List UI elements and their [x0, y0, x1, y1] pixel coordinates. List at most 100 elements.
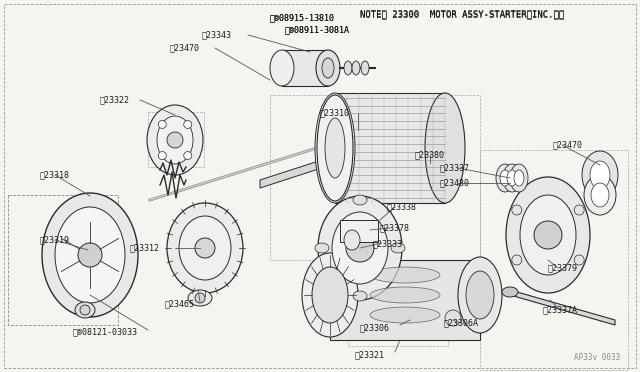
- Circle shape: [195, 238, 215, 258]
- Text: ※23378: ※23378: [380, 224, 410, 232]
- Text: ※23319: ※23319: [40, 235, 70, 244]
- Ellipse shape: [315, 93, 355, 203]
- Ellipse shape: [42, 193, 138, 317]
- Ellipse shape: [315, 243, 329, 253]
- Text: ※23470: ※23470: [553, 141, 583, 150]
- Text: ※23338: ※23338: [387, 202, 417, 212]
- Ellipse shape: [391, 243, 405, 253]
- Circle shape: [158, 151, 166, 160]
- Ellipse shape: [496, 164, 514, 192]
- Text: ※23306A: ※23306A: [444, 318, 479, 327]
- Polygon shape: [282, 50, 328, 86]
- Ellipse shape: [353, 291, 367, 301]
- Circle shape: [80, 305, 90, 315]
- Ellipse shape: [425, 93, 465, 203]
- Ellipse shape: [188, 290, 212, 306]
- Circle shape: [574, 205, 584, 215]
- Circle shape: [158, 121, 166, 128]
- Circle shape: [534, 221, 562, 249]
- Text: ※23321: ※23321: [355, 350, 385, 359]
- Bar: [480, 150, 628, 370]
- Text: ※23343: ※23343: [202, 31, 232, 39]
- Bar: [340, 220, 378, 242]
- Text: ※23306: ※23306: [360, 324, 390, 333]
- Ellipse shape: [361, 61, 369, 75]
- Ellipse shape: [466, 271, 494, 319]
- Text: ※23379: ※23379: [548, 263, 578, 273]
- Text: ※®08915-13810: ※®08915-13810: [270, 13, 335, 22]
- Ellipse shape: [344, 230, 360, 250]
- Text: ※23480: ※23480: [440, 179, 470, 187]
- Ellipse shape: [318, 196, 402, 300]
- Ellipse shape: [344, 61, 352, 75]
- Ellipse shape: [157, 116, 193, 164]
- Ellipse shape: [353, 195, 367, 205]
- Ellipse shape: [514, 170, 524, 186]
- Circle shape: [574, 255, 584, 265]
- Ellipse shape: [584, 175, 616, 215]
- Ellipse shape: [458, 257, 502, 333]
- Ellipse shape: [55, 207, 125, 303]
- Circle shape: [184, 151, 192, 160]
- Text: ※23337A: ※23337A: [543, 305, 578, 314]
- Ellipse shape: [167, 203, 243, 293]
- Polygon shape: [510, 290, 615, 325]
- Ellipse shape: [591, 183, 609, 207]
- Ellipse shape: [582, 151, 618, 199]
- Text: ※23310: ※23310: [320, 109, 350, 118]
- Text: ※23333: ※23333: [373, 240, 403, 248]
- Polygon shape: [260, 120, 445, 188]
- Text: NOTE、 23300  MOTOR ASSY-STARTER（INC.※）: NOTE、 23300 MOTOR ASSY-STARTER（INC.※）: [360, 10, 564, 19]
- Text: ※23380: ※23380: [415, 151, 445, 160]
- Ellipse shape: [352, 61, 360, 75]
- Circle shape: [512, 205, 522, 215]
- Ellipse shape: [370, 287, 440, 303]
- Ellipse shape: [370, 307, 440, 323]
- Circle shape: [195, 293, 205, 303]
- Ellipse shape: [316, 50, 340, 86]
- Ellipse shape: [500, 170, 510, 186]
- Ellipse shape: [147, 105, 203, 175]
- Ellipse shape: [370, 267, 440, 283]
- Circle shape: [78, 243, 102, 267]
- Ellipse shape: [510, 164, 528, 192]
- Ellipse shape: [302, 253, 358, 337]
- Text: AP33v 0033: AP33v 0033: [573, 353, 620, 362]
- Bar: [148, 112, 204, 167]
- Ellipse shape: [317, 95, 353, 201]
- Ellipse shape: [332, 212, 388, 284]
- Bar: [348, 308, 448, 346]
- Ellipse shape: [506, 177, 590, 293]
- Text: ※®08911-3081A: ※®08911-3081A: [285, 26, 350, 35]
- Text: ※®08121-03033: ※®08121-03033: [73, 327, 138, 337]
- Text: ※23470: ※23470: [170, 44, 200, 52]
- Ellipse shape: [312, 267, 348, 323]
- Ellipse shape: [270, 50, 294, 86]
- Text: ※23322: ※23322: [100, 96, 130, 105]
- Text: ※23337: ※23337: [440, 164, 470, 173]
- Bar: [270, 95, 480, 260]
- Ellipse shape: [507, 170, 517, 186]
- Ellipse shape: [322, 58, 334, 78]
- Ellipse shape: [520, 195, 576, 275]
- Ellipse shape: [590, 161, 610, 189]
- Circle shape: [445, 310, 461, 326]
- Text: NOTE、 23300  MOTOR ASSY-STARTER（INC.※）: NOTE、 23300 MOTOR ASSY-STARTER（INC.※）: [360, 10, 564, 19]
- Polygon shape: [330, 260, 480, 340]
- Ellipse shape: [502, 287, 518, 297]
- Ellipse shape: [325, 118, 345, 178]
- Text: ※®08911-3081A: ※®08911-3081A: [285, 26, 350, 35]
- Text: ※23312: ※23312: [130, 244, 160, 253]
- Text: ※®08915-13810: ※®08915-13810: [270, 13, 335, 22]
- Polygon shape: [335, 93, 445, 203]
- Circle shape: [167, 132, 183, 148]
- Circle shape: [346, 234, 374, 262]
- Text: ※23465: ※23465: [165, 299, 195, 308]
- Circle shape: [512, 255, 522, 265]
- Circle shape: [184, 121, 192, 128]
- Bar: [8, 195, 118, 325]
- Ellipse shape: [503, 164, 521, 192]
- Ellipse shape: [75, 302, 95, 318]
- Text: ※23318: ※23318: [40, 170, 70, 180]
- Ellipse shape: [179, 216, 231, 280]
